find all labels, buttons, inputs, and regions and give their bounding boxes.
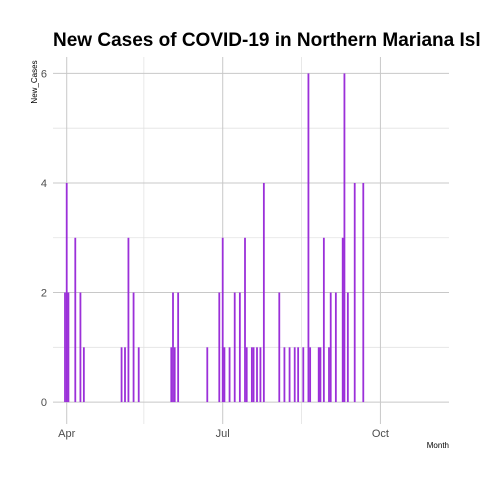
data-bar xyxy=(206,347,209,403)
y-tick-label: 0 xyxy=(41,397,47,409)
data-bar xyxy=(288,347,291,403)
data-bar xyxy=(317,347,320,403)
data-bar xyxy=(297,347,300,403)
data-bar xyxy=(137,347,140,403)
data-bar xyxy=(341,237,344,403)
data-bar xyxy=(127,237,130,403)
chart-title: New Cases of COVID-19 in Northern Marian… xyxy=(53,30,480,51)
y-tick-label: 2 xyxy=(41,288,47,300)
data-bar xyxy=(245,347,248,403)
y-axis-label: New_Cases xyxy=(30,60,39,103)
data-bar xyxy=(170,347,173,403)
data-bar xyxy=(233,292,236,403)
data-bar xyxy=(309,347,312,403)
data-bar xyxy=(132,292,135,403)
data-bar xyxy=(250,347,253,403)
data-bar xyxy=(259,347,262,403)
data-bar xyxy=(353,182,356,403)
data-bar xyxy=(172,292,174,403)
data-bar xyxy=(65,182,68,403)
data-bar xyxy=(223,347,226,403)
x-tick-label: Oct xyxy=(372,428,389,440)
data-bar xyxy=(238,292,241,403)
data-bar xyxy=(334,292,337,403)
data-bar xyxy=(293,347,296,403)
data-bar xyxy=(322,237,325,403)
data-bar xyxy=(252,347,255,403)
data-bar xyxy=(329,292,332,403)
data-bar xyxy=(177,292,180,403)
data-bar xyxy=(124,347,126,403)
data-bar xyxy=(262,182,265,403)
data-bar xyxy=(173,347,176,403)
y-tick-label: 6 xyxy=(41,68,47,80)
data-bar xyxy=(244,237,246,403)
data-bar xyxy=(319,347,322,403)
bar-layer xyxy=(64,73,365,403)
data-bar xyxy=(82,347,85,403)
data-bar xyxy=(218,292,221,403)
data-bar xyxy=(343,73,346,403)
data-bar xyxy=(256,347,258,403)
data-bar xyxy=(346,292,349,403)
data-bar xyxy=(67,292,70,403)
x-tick-label: Jul xyxy=(216,428,230,440)
tick-layer: 0 2 4 6 Apr Jul Oct xyxy=(41,68,389,440)
data-bar xyxy=(228,347,231,403)
y-tick-label: 4 xyxy=(41,178,47,190)
x-axis-label: Month xyxy=(427,441,449,450)
data-bar xyxy=(64,292,66,403)
data-bar xyxy=(307,73,310,403)
data-bar xyxy=(302,347,305,403)
data-bar xyxy=(362,182,365,403)
data-bar xyxy=(278,292,281,403)
data-bar xyxy=(221,237,224,403)
data-bar xyxy=(283,347,286,403)
data-bar xyxy=(120,347,123,403)
data-bar xyxy=(79,292,82,403)
data-bar xyxy=(74,237,77,403)
x-tick-label: Apr xyxy=(58,428,75,440)
data-bar xyxy=(328,347,330,403)
